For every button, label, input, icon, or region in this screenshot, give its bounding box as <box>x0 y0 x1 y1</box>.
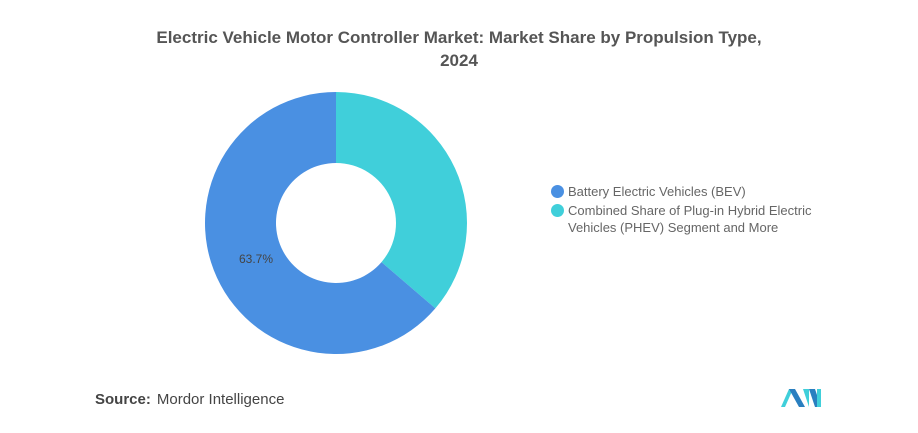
legend-swatch <box>551 185 564 198</box>
source-label: Source: <box>95 391 151 408</box>
source: Source: Mordor Intelligence <box>95 391 284 408</box>
slice-label: 63.7% <box>239 252 273 266</box>
title-line-1: Electric Vehicle Motor Controller Market… <box>156 28 762 47</box>
legend-item: Combined Share of Plug-in Hybrid Electri… <box>551 202 851 236</box>
legend-item: Battery Electric Vehicles (BEV) <box>551 183 851 200</box>
source-value: Mordor Intelligence <box>156 391 285 408</box>
slice-1 <box>205 92 436 355</box>
legend-label: Battery Electric Vehicles (BEV) <box>568 184 746 199</box>
title-line-2: 2024 <box>440 51 478 70</box>
chart-title: Electric Vehicle Motor Controller Market… <box>0 26 918 72</box>
legend: Battery Electric Vehicles (BEV) Combined … <box>551 183 851 238</box>
legend-label: Combined Share of Plug-in Hybrid Electri… <box>568 203 812 235</box>
legend-swatch <box>551 204 564 217</box>
slice-0 <box>336 92 467 309</box>
mordor-logo <box>781 389 821 407</box>
